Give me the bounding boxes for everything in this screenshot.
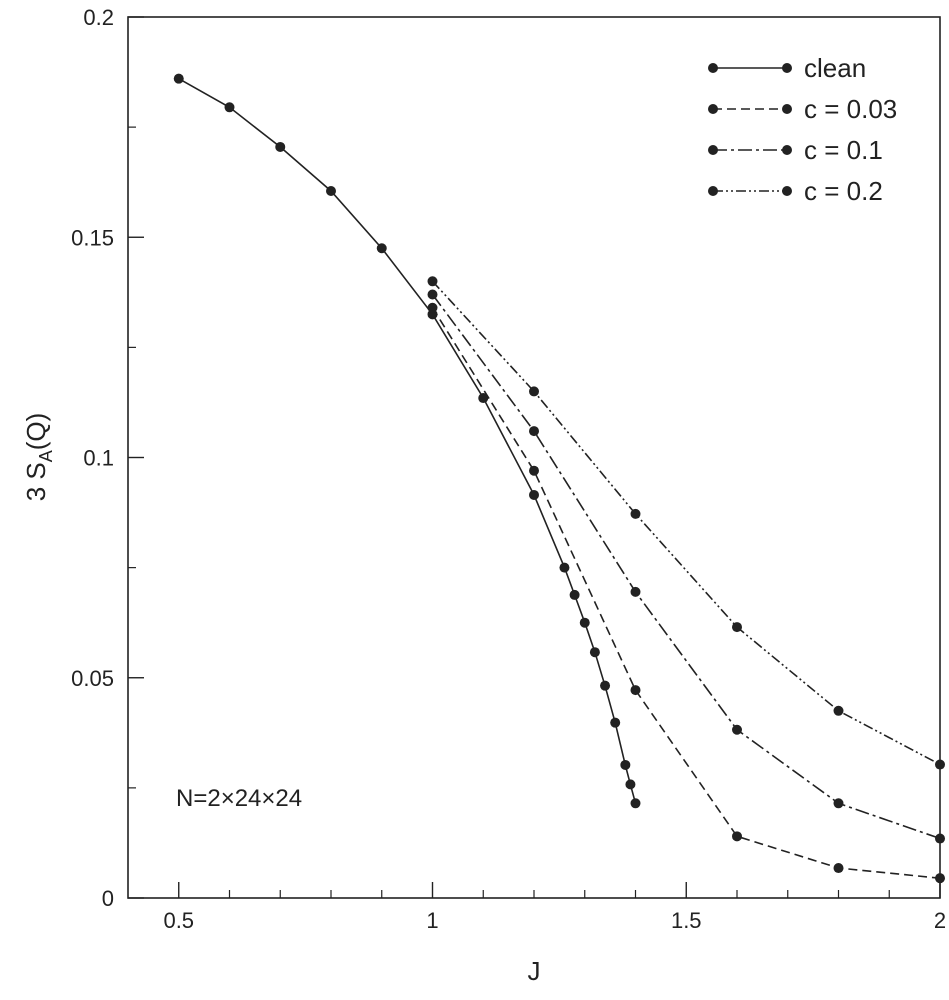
data-point <box>833 705 844 716</box>
legend: clean c = 0.03 c = 0.1 c = 0.2 <box>708 53 897 206</box>
series-2 <box>427 289 945 844</box>
legend-entry: c = 0.2 <box>708 176 883 206</box>
data-point <box>935 833 945 844</box>
legend-entry: c = 0.1 <box>708 135 883 165</box>
data-point <box>224 102 235 113</box>
legend-marker <box>782 186 792 196</box>
data-point <box>935 873 945 884</box>
y-axis-label-main: 3 S <box>21 462 51 501</box>
data-point <box>630 685 641 696</box>
data-point <box>326 185 336 196</box>
legend-label: c = 0.1 <box>804 135 883 165</box>
data-point <box>173 73 184 84</box>
series-3 <box>427 276 945 770</box>
series-1 <box>427 302 945 884</box>
data-point <box>833 863 844 874</box>
data-point <box>610 717 621 728</box>
series-layer <box>173 73 945 884</box>
data-point <box>559 562 570 573</box>
y-tick-label: 0.1 <box>83 446 114 471</box>
data-point <box>529 426 539 437</box>
data-point <box>589 647 600 658</box>
data-point <box>732 622 742 633</box>
data-point <box>529 386 539 397</box>
y-axis-label-tail: (Q) <box>21 413 51 451</box>
data-point <box>427 302 438 313</box>
data-point <box>529 489 539 500</box>
legend-entry: clean <box>708 53 866 83</box>
y-tick-label: 0.15 <box>71 225 114 250</box>
data-point <box>427 289 438 300</box>
data-point <box>529 465 539 476</box>
y-axis: 0 0.05 0.1 0.15 0.2 <box>71 5 144 911</box>
data-point <box>630 798 641 809</box>
legend-marker <box>782 104 792 114</box>
legend-label: clean <box>804 53 866 83</box>
legend-marker <box>782 63 792 73</box>
y-tick-label: 0 <box>102 886 114 911</box>
legend-marker <box>708 186 718 196</box>
y-axis-label-subscript: A <box>36 450 56 462</box>
data-point <box>478 393 489 404</box>
data-point <box>600 680 611 691</box>
data-point <box>935 759 945 770</box>
x-tick-label: 1.5 <box>671 908 702 933</box>
data-point <box>630 586 641 597</box>
x-tick-label: 2 <box>934 908 946 933</box>
series-0 <box>173 73 641 809</box>
data-point <box>732 831 742 842</box>
legend-marker <box>708 63 718 73</box>
data-point <box>569 589 580 600</box>
series-line <box>431 307 941 879</box>
data-point <box>427 276 438 287</box>
x-tick-label: 0.5 <box>163 908 194 933</box>
system-size-annotation: N=2×24×24 <box>176 785 302 812</box>
data-point <box>579 617 590 628</box>
y-tick-label: 0.2 <box>83 5 114 30</box>
data-point <box>732 724 742 735</box>
series-line <box>431 280 941 766</box>
x-axis-label: J <box>528 956 541 986</box>
legend-marker <box>708 145 718 155</box>
series-line <box>431 294 941 840</box>
x-tick-label: 1 <box>426 908 438 933</box>
legend-marker <box>708 104 718 114</box>
data-point <box>620 759 631 770</box>
legend-label: c = 0.2 <box>804 176 883 206</box>
y-axis-label: 3 SA(Q) <box>21 413 56 502</box>
y-tick-label: 0.05 <box>71 666 114 691</box>
data-point <box>630 508 641 519</box>
legend-entry: c = 0.03 <box>708 94 897 124</box>
data-point <box>376 243 387 254</box>
data-point <box>625 779 636 790</box>
data-point <box>275 141 286 152</box>
legend-marker <box>782 145 792 155</box>
legend-label: c = 0.03 <box>804 94 897 124</box>
x-axis: 0.5 1 1.5 2 <box>163 882 946 933</box>
data-point <box>833 798 844 809</box>
series-line <box>178 78 637 804</box>
